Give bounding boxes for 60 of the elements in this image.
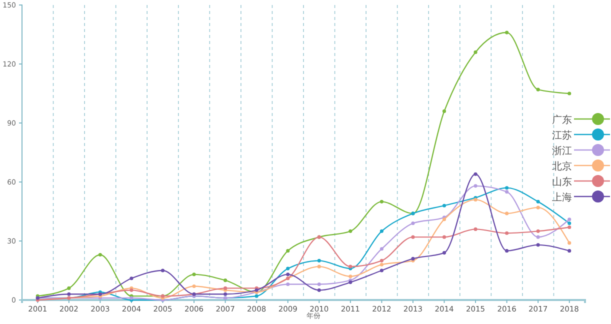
point (411, 222, 415, 226)
point (348, 274, 352, 278)
point (568, 92, 572, 96)
point (536, 200, 540, 204)
legend-label: 上海 (552, 192, 572, 204)
point (505, 212, 509, 216)
point (160, 268, 165, 272)
point (380, 200, 384, 204)
point (192, 284, 196, 288)
legend-label: 江苏 (552, 130, 572, 142)
point (536, 229, 540, 233)
legend-label: 浙江 (552, 145, 572, 157)
point (130, 276, 134, 280)
point (380, 247, 384, 251)
point (317, 282, 321, 286)
point (536, 235, 540, 239)
point (224, 292, 228, 296)
point (442, 204, 446, 208)
point (380, 229, 384, 233)
point (67, 292, 71, 296)
point (442, 109, 446, 113)
legend-label: 山东 (552, 176, 572, 188)
point (568, 225, 572, 230)
point (474, 184, 478, 188)
point (380, 268, 384, 272)
point (442, 235, 446, 239)
point (380, 262, 384, 266)
point (254, 294, 258, 298)
legend-label: 北京 (552, 160, 572, 172)
point (568, 241, 572, 245)
point (568, 249, 572, 253)
point (536, 243, 540, 247)
point (505, 186, 509, 190)
point (505, 30, 509, 34)
point (348, 229, 352, 233)
point (286, 266, 290, 270)
point (286, 282, 290, 286)
point (442, 251, 446, 255)
point (568, 222, 572, 226)
point (474, 50, 478, 54)
point (192, 272, 196, 276)
point (505, 190, 509, 194)
point (536, 206, 540, 210)
legend-label: 广东 (552, 114, 572, 126)
point (568, 218, 572, 222)
point (286, 249, 290, 253)
point (380, 258, 384, 262)
point (317, 264, 321, 268)
point (67, 286, 71, 290)
point (474, 227, 478, 231)
point (505, 249, 509, 253)
point (224, 278, 228, 282)
point (411, 235, 415, 239)
point (317, 258, 321, 262)
point (317, 288, 321, 292)
point (536, 88, 540, 92)
point (505, 231, 509, 235)
point (474, 172, 478, 176)
point (286, 272, 290, 276)
point (98, 252, 102, 257)
